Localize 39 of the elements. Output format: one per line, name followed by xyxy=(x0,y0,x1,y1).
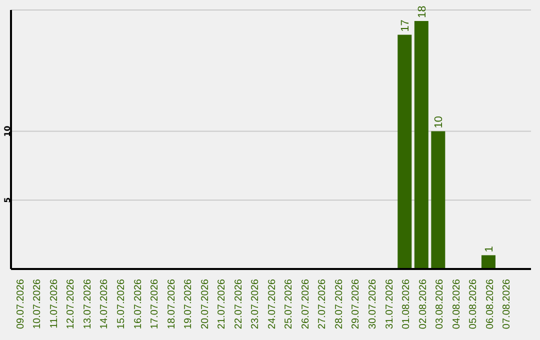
bar xyxy=(431,131,446,269)
x-tick-label: 30.07.2026 xyxy=(367,278,378,330)
x-tick-label: 25.07.2026 xyxy=(284,278,295,330)
x-tick-label: 07.08.2026 xyxy=(502,278,513,330)
x-tick-label: 05.08.2026 xyxy=(468,278,480,330)
x-tick-label: 21.07.2026 xyxy=(216,278,228,330)
x-tick-label: 09.07.2026 xyxy=(15,278,26,330)
x-tick-label: 28.07.2026 xyxy=(334,278,345,330)
x-tick-label: 01.08.2026 xyxy=(401,278,412,330)
x-tick-label: 06.08.2026 xyxy=(484,278,496,330)
data-label: 1 xyxy=(483,246,496,252)
x-tick-label: 31.07.2026 xyxy=(384,278,396,330)
x-tick-label: 02.08.2026 xyxy=(418,278,429,330)
x-tick-label: 27.07.2026 xyxy=(317,278,328,330)
x-tick-label: 10.07.2026 xyxy=(32,278,44,330)
x-tick-label: 18.07.2026 xyxy=(166,278,178,330)
x-tick-label: 12.07.2026 xyxy=(66,278,77,330)
bar xyxy=(414,21,428,269)
x-tick-label: 03.08.2026 xyxy=(434,278,446,330)
y-tick-label: 5 xyxy=(3,196,12,203)
x-tick-label: 14.07.2026 xyxy=(99,278,110,330)
x-tick-label: 11.07.2026 xyxy=(48,278,60,328)
x-tick-label: 19.07.2026 xyxy=(183,278,194,330)
x-tick-label: 22.07.2026 xyxy=(233,278,244,330)
x-tick-label: 23.07.2026 xyxy=(250,278,262,330)
x-tick-label: 26.07.2026 xyxy=(300,278,312,330)
data-label: 17 xyxy=(400,20,412,32)
x-tick-label: 24.07.2026 xyxy=(266,278,278,330)
x-tick-label: 13.07.2026 xyxy=(82,278,94,330)
x-tick-label: 16.07.2026 xyxy=(132,278,144,330)
data-label: 18 xyxy=(416,6,428,18)
bar xyxy=(398,34,412,269)
x-tick-label: 04.08.2026 xyxy=(451,278,462,330)
x-tick-label: 17.07.2026 xyxy=(150,278,161,330)
bar xyxy=(481,255,496,269)
x-tick-label: 15.07.2026 xyxy=(116,278,127,330)
x-tick-label: 20.07.2026 xyxy=(200,278,211,330)
x-tick-label: 29.07.2026 xyxy=(350,278,362,330)
data-label: 10 xyxy=(433,116,446,128)
